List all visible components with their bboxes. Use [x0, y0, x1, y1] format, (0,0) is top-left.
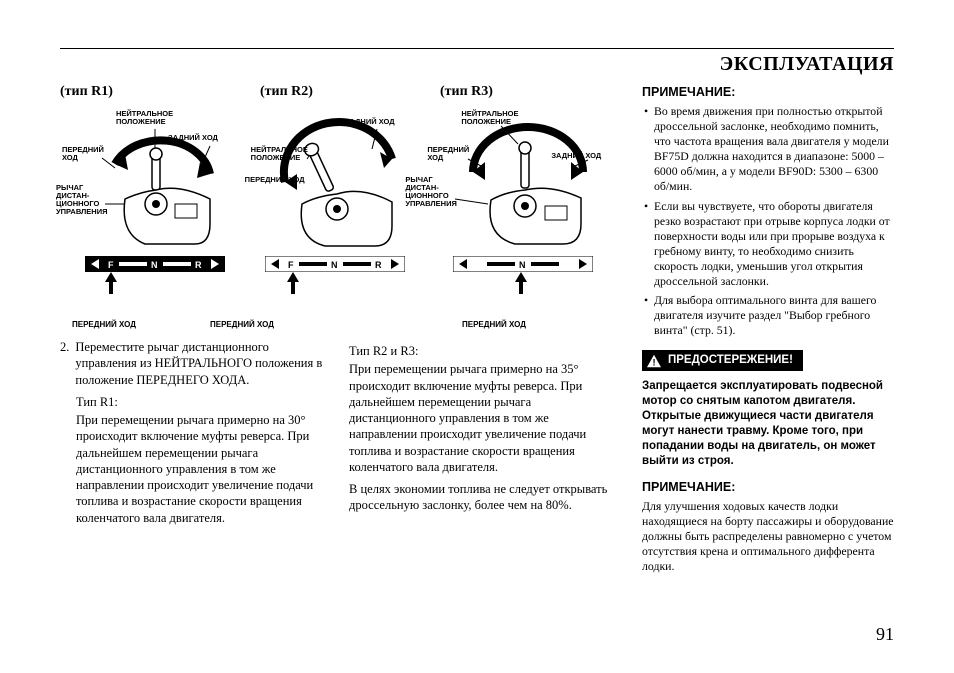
bottom-labels: ПЕРЕДНИЙ ХОД ПЕРЕДНИЙ ХОД ПЕРЕДНИЙ ХОД [60, 320, 620, 329]
arrow-up-icon [515, 272, 527, 294]
body-col-1: 2. Переместите рычаг дистанционного упра… [60, 339, 331, 532]
label-remote: РЫЧАГ ДИСТАН- ЦИОННОГО УПРАВЛЕНИЯ [405, 176, 457, 208]
warning-badge: ! ПРЕДОСТЕРЕЖЕНИЕ! [642, 350, 803, 371]
label-forward-bottom: ПЕРЕДНИЙ ХОД [180, 320, 330, 329]
label-forward: ПЕРЕДНИЙ ХОД [427, 146, 469, 162]
svg-text:F: F [288, 260, 294, 270]
svg-text:R: R [195, 260, 202, 270]
svg-text:N: N [519, 260, 526, 270]
type-r3: (тип R3) [440, 84, 600, 100]
arrow-up-icon [105, 272, 117, 294]
right-column: ПРИМЕЧАНИЕ: Во время движения при полнос… [642, 84, 894, 574]
label-neutral: НЕЙТРАЛЬНОЕ ПОЛОЖЕНИЕ [116, 110, 173, 126]
left-column: (тип R1) (тип R2) (тип R3) НЕЙТРАЛЬНОЕ П… [60, 84, 620, 574]
type-headings: (тип R1) (тип R2) (тип R3) [60, 84, 620, 100]
warning-body: Запрещается эксплуатировать подвес­ной м… [642, 379, 894, 469]
svg-text:R: R [375, 260, 382, 270]
r1-heading: Тип R1: [76, 394, 331, 410]
economy-text: В целях экономии топлива не следует откр… [349, 481, 620, 514]
r23-heading: Тип R2 и R3: [349, 343, 620, 359]
label-reverse: ЗАДНИЙ ХОД [345, 118, 395, 126]
note-item: Если вы чувствуете, что обороты двигател… [642, 199, 894, 290]
label-reverse: ЗАДНИЙ ХОД [551, 152, 601, 160]
svg-text:!: ! [652, 357, 655, 367]
page-title: ЭКСПЛУАТАЦИЯ [60, 53, 894, 76]
step-2-text: Переместите рычаг дистанционного управле… [75, 339, 331, 388]
header-rule [60, 48, 894, 49]
body-text-columns: 2. Переместите рычаг дистанционного упра… [60, 339, 620, 532]
label-reverse: ЗАДНИЙ ХОД [168, 134, 218, 142]
r1-text: При перемещении рычага примерно на 30° п… [76, 412, 331, 526]
indicator-r1: F N R [85, 256, 225, 272]
indicator-r2: F N R [265, 256, 405, 272]
note-item: Во время движения при полностью открытой… [642, 104, 894, 195]
type-r2: (тип R2) [260, 84, 440, 100]
diagram-r1: НЕЙТРАЛЬНОЕ ПОЛОЖЕНИЕ ЗАДНИЙ ХОД ПЕРЕДНИ… [60, 104, 247, 314]
diagram-r2: НЕЙТРАЛЬНОЕ ПОЛОЖЕНИЕ ЗАДНИЙ ХОД ПЕРЕДНИ… [247, 104, 434, 314]
svg-text:F: F [108, 260, 114, 270]
label-forward-single: ПЕРЕДНИЙ ХОД [245, 176, 305, 184]
step-2: 2. Переместите рычаг дистанционного упра… [60, 339, 331, 388]
note-heading-2: ПРИМЕЧАНИЕ: [642, 479, 894, 495]
lever-svg-r2 [247, 104, 422, 274]
diagram-r3: НЕЙТРАЛЬНОЕ ПОЛОЖЕНИЕ ПЕРЕДНИЙ ХОД ЗАДНИ… [433, 104, 620, 314]
note-item: Для выбора оптимального винта для вашего… [642, 293, 894, 338]
note-2-text: Для улучшения ходовых качеств лодки нахо… [642, 499, 894, 574]
lever-svg-r3 [433, 104, 613, 274]
indicator-r3: N [453, 256, 593, 272]
svg-text:N: N [331, 260, 338, 270]
label-forward-bottom: ПЕРЕДНИЙ ХОД [330, 320, 580, 329]
label-neutral: НЕЙТРАЛЬНОЕ ПОЛОЖЕНИЕ [251, 146, 308, 162]
note-heading-1: ПРИМЕЧАНИЕ: [642, 84, 894, 100]
r23-text: При перемещении рычага примерно на 35° п… [349, 361, 620, 475]
notes-list: Во время движения при полностью открытой… [642, 104, 894, 338]
label-remote: РЫЧАГ ДИСТАН- ЦИОННОГО УПРАВЛЕНИЯ [56, 184, 108, 216]
page-number: 91 [876, 624, 894, 645]
warning-label: ПРЕДОСТЕРЕЖЕНИЕ! [668, 353, 793, 368]
diagram-row: НЕЙТРАЛЬНОЕ ПОЛОЖЕНИЕ ЗАДНИЙ ХОД ПЕРЕДНИ… [60, 104, 620, 314]
step-number: 2. [60, 339, 69, 388]
label-neutral: НЕЙТРАЛЬНОЕ ПОЛОЖЕНИЕ [461, 110, 518, 126]
body-col-2: Тип R2 и R3: При перемещении рычага прим… [349, 339, 620, 532]
warning-triangle-icon: ! [646, 354, 662, 368]
type-r1: (тип R1) [60, 84, 260, 100]
svg-text:N: N [151, 260, 158, 270]
label-forward-bottom: ПЕРЕДНИЙ ХОД [60, 320, 180, 329]
main-columns: (тип R1) (тип R2) (тип R3) НЕЙТРАЛЬНОЕ П… [60, 84, 894, 574]
label-forward: ПЕРЕДНИЙ ХОД [62, 146, 104, 162]
arrow-up-icon [287, 272, 299, 294]
